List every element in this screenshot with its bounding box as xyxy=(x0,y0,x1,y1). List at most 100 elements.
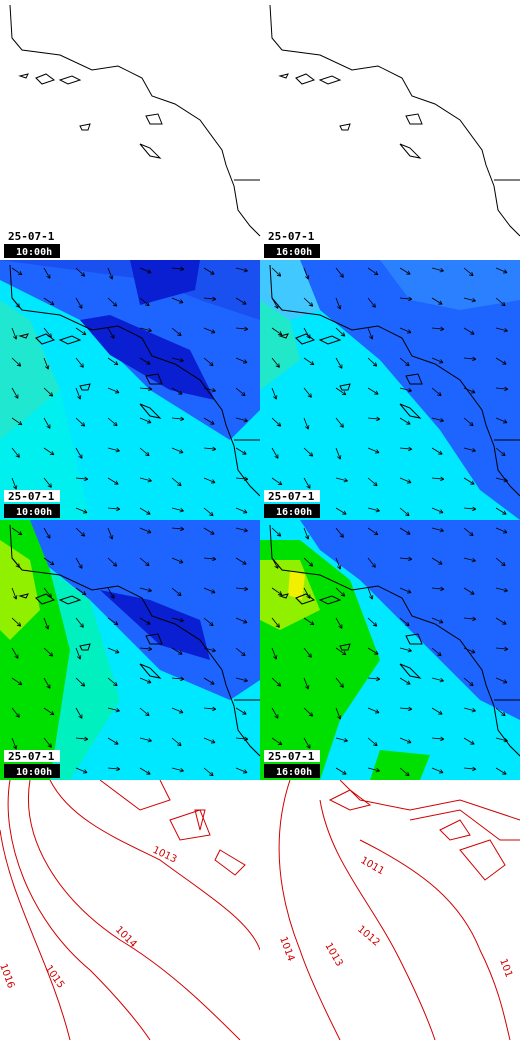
wind-arrow xyxy=(235,677,248,683)
wind-arrow xyxy=(11,267,23,276)
wind-arrow xyxy=(107,267,114,280)
wind-arrow xyxy=(107,677,118,687)
wind-arrow xyxy=(495,386,509,392)
wind-arrow xyxy=(75,417,86,427)
isobar-label: 1014 xyxy=(277,935,296,963)
wind-arrow xyxy=(431,417,444,423)
wind-arrow xyxy=(271,447,279,459)
wind-arrow xyxy=(203,296,217,302)
wind-arrow xyxy=(235,447,247,455)
wind-arrow xyxy=(75,267,86,277)
wind-arrow xyxy=(11,617,22,627)
wind-arrow xyxy=(235,586,249,592)
wind-arrow xyxy=(11,327,18,340)
wind-arrow xyxy=(11,587,18,600)
wind-arrow xyxy=(139,737,152,743)
wind-arrow xyxy=(139,617,151,625)
wind-arrow xyxy=(203,677,215,685)
wind-arrow xyxy=(107,357,119,366)
wind-arrow xyxy=(271,267,282,277)
wind-arrow xyxy=(43,357,50,370)
wind-arrow xyxy=(335,707,342,720)
wind-arrow xyxy=(271,297,279,309)
time-bg xyxy=(264,244,320,258)
wind-arrow xyxy=(431,447,443,455)
wind-arrow xyxy=(335,477,348,483)
wind-arrow xyxy=(171,676,185,682)
date-bg xyxy=(264,750,320,762)
wind-arrow xyxy=(399,647,412,653)
wind-arrow xyxy=(235,647,246,657)
wind-arrow xyxy=(43,477,52,488)
time-bg xyxy=(264,504,320,518)
time-label: 16:00h xyxy=(276,767,312,778)
wind-arrow xyxy=(463,557,476,563)
wind-arrow xyxy=(303,357,315,366)
wind-arrow xyxy=(107,477,119,485)
wind-arrow xyxy=(171,297,184,304)
wind-arrow xyxy=(139,386,153,392)
wind-arrow xyxy=(235,297,247,305)
wind-arrow xyxy=(495,507,507,515)
wind-arrow xyxy=(303,267,310,280)
wind-arrow xyxy=(139,587,152,593)
wind-arrow xyxy=(463,587,475,595)
wind-arrow xyxy=(203,477,216,484)
wind-arrow xyxy=(107,447,120,453)
wind-arrow xyxy=(431,357,444,364)
wind-arrow xyxy=(367,707,380,714)
wind-arrow xyxy=(399,677,411,685)
wind-arrow xyxy=(367,647,379,655)
wind-arrow xyxy=(203,737,216,744)
wind-arrow xyxy=(203,327,216,334)
wind-arrow xyxy=(367,557,376,568)
wind-arrow xyxy=(139,767,151,775)
wind-arrow xyxy=(235,267,248,273)
wind-arrow xyxy=(43,327,52,338)
panel xyxy=(269,4,520,237)
wind-arrow xyxy=(271,647,278,660)
wind-arrow xyxy=(335,677,344,688)
date-bg xyxy=(4,750,60,762)
wind-arrow xyxy=(75,357,84,368)
wind-arrow xyxy=(271,617,280,628)
wind-arrow xyxy=(495,707,506,717)
wind-arrow xyxy=(75,707,83,719)
wind-arrow xyxy=(463,267,474,277)
wind-arrow xyxy=(11,477,18,490)
wind-arrow xyxy=(203,387,216,393)
wind-arrow xyxy=(11,357,22,367)
wind-arrow xyxy=(11,417,23,426)
isobar-label: 1011 xyxy=(359,855,387,877)
wind-arrow xyxy=(303,647,312,658)
wind-arrow xyxy=(399,296,413,302)
wind-arrow xyxy=(399,507,410,517)
wind-arrow xyxy=(139,297,150,307)
wind-arrow xyxy=(463,477,475,485)
wind-arrow xyxy=(303,447,314,457)
wind-arrow xyxy=(171,707,184,714)
wind-arrow xyxy=(171,767,184,773)
wind-arrow xyxy=(335,767,347,775)
wind-arrow xyxy=(139,646,153,652)
wind-arrow xyxy=(303,327,311,339)
wind-arrow xyxy=(463,737,475,745)
wind-arrow xyxy=(303,587,311,599)
wind-arrow xyxy=(463,356,477,362)
wind-arrow xyxy=(139,357,151,365)
wind-arrow xyxy=(139,527,152,534)
wind-arrow xyxy=(43,387,54,397)
wind-arrow xyxy=(235,707,247,715)
wind-arrow xyxy=(171,507,184,513)
wind-arrow xyxy=(431,557,443,565)
time-bg xyxy=(4,504,60,518)
wind-arrow xyxy=(75,617,84,628)
wind-arrow xyxy=(431,647,442,657)
time-label: 10:00h xyxy=(16,767,52,778)
time-bg xyxy=(4,244,60,258)
wind-arrow xyxy=(271,557,279,569)
wind-arrow xyxy=(431,527,444,533)
wind-arrow xyxy=(11,647,19,659)
wind-arrow xyxy=(495,587,508,593)
wind-arrow xyxy=(431,507,444,514)
